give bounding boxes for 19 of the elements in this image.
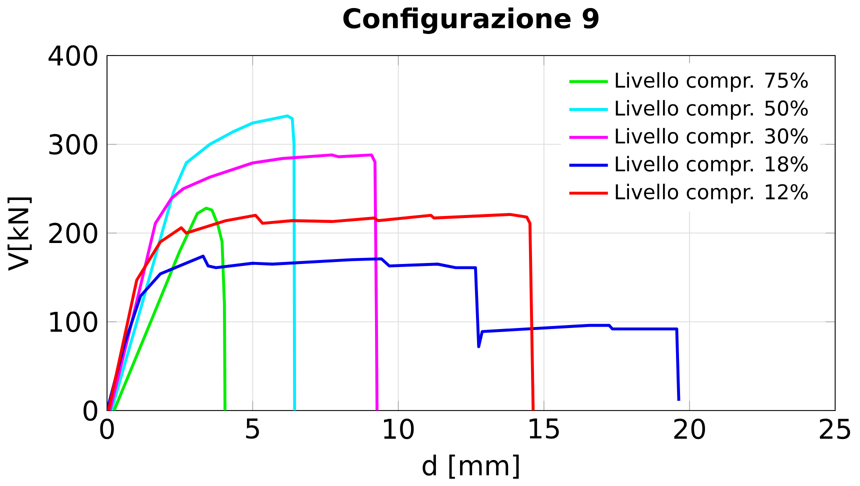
legend-label: Livello compr. 12% (616, 184, 808, 204)
x-tick-label: 5 (246, 418, 259, 439)
x-axis-title: d [mm] (422, 454, 519, 479)
x-tick-label: 15 (530, 418, 559, 439)
y-tick-label: 200 (49, 222, 98, 244)
y-tick-label: 0 (84, 400, 98, 421)
legend-label: Livello compr. 18% (616, 156, 808, 176)
y-tick-label: 100 (50, 311, 98, 332)
y-tick-label: 300 (49, 134, 98, 154)
x-tick-label: 10 (384, 418, 414, 439)
legend-label: Livello compr. 30% (616, 128, 808, 148)
x-tick-label: 25 (820, 418, 850, 439)
legend-label: Livello compr. 50% (616, 100, 808, 120)
x-tick-label: 20 (674, 418, 706, 439)
y-axis-title: V[kN] (8, 197, 32, 271)
chart-title: Configurazione 9 (343, 7, 598, 34)
x-tick-label: 0 (100, 418, 114, 439)
legend-label: Livello compr. 75% (616, 72, 808, 92)
y-tick-label: 400 (48, 45, 98, 66)
